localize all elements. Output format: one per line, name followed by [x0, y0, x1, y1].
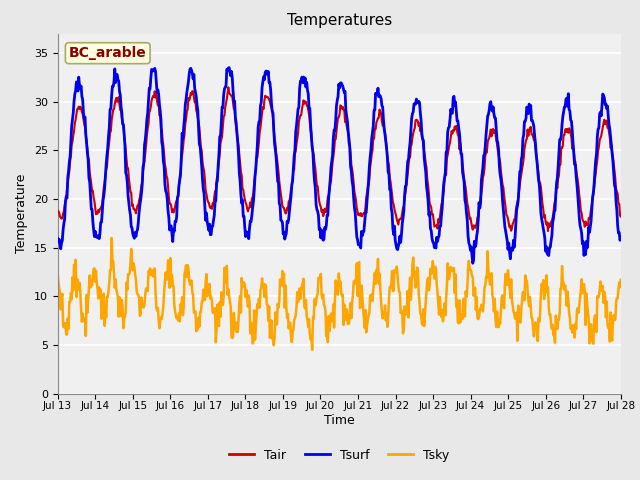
- Legend: Tair, Tsurf, Tsky: Tair, Tsurf, Tsky: [224, 444, 454, 467]
- Title: Temperatures: Temperatures: [287, 13, 392, 28]
- X-axis label: Time: Time: [324, 414, 355, 427]
- Y-axis label: Temperature: Temperature: [15, 174, 28, 253]
- Text: BC_arable: BC_arable: [69, 46, 147, 60]
